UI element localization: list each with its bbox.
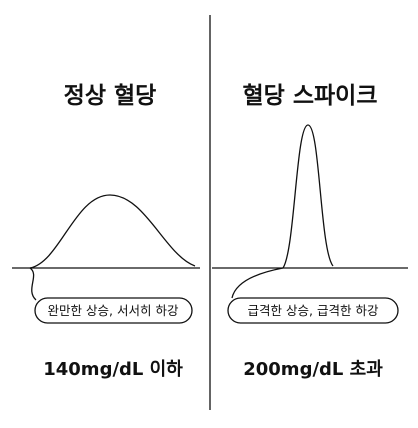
caption-pill xyxy=(34,297,193,324)
caption: 급격한 상승, 급격한 하강 xyxy=(248,303,379,318)
panel-title: 혈당 스파이크 xyxy=(243,83,378,109)
leader xyxy=(29,267,37,301)
caption: 완만한 상승, 서서히 하강 xyxy=(48,303,179,318)
caption-pill xyxy=(227,297,399,324)
leader xyxy=(231,267,284,299)
threshold: 200mg/dL 초과 xyxy=(243,359,383,380)
spike-curve xyxy=(282,124,334,269)
gentle-curve xyxy=(29,194,196,269)
threshold: 140mg/dL 이하 xyxy=(43,359,183,380)
panel-title: 정상 혈당 xyxy=(64,83,157,109)
